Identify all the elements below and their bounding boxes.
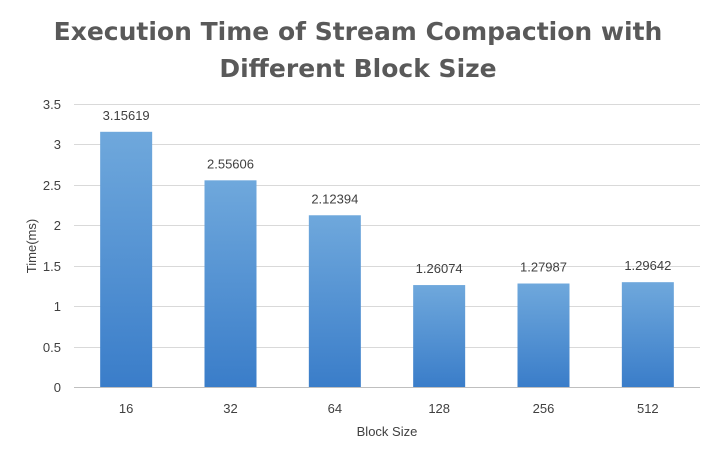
bar-32 xyxy=(204,180,257,387)
x-axis-title: Block Size xyxy=(357,424,418,439)
y-tick-label: 3.5 xyxy=(43,97,61,112)
data-label-512: 1.29642 xyxy=(624,258,671,273)
x-tick-label-64: 64 xyxy=(328,401,342,416)
bar-512 xyxy=(621,282,674,387)
data-label-16: 3.15619 xyxy=(103,108,150,123)
x-tick-label-128: 128 xyxy=(428,401,450,416)
data-labels: 3.15619 2.55606 2.12394 1.26074 1.27987 1.296… xyxy=(103,108,672,276)
y-axis-title: Time(ms) xyxy=(24,219,39,273)
bar-128 xyxy=(413,285,466,387)
data-label-256: 1.27987 xyxy=(520,260,567,275)
bars xyxy=(100,131,674,387)
chart-title-line-2: Different Block Size xyxy=(219,54,496,83)
y-tick-label: 0 xyxy=(54,380,61,395)
y-tick-label: 3 xyxy=(54,137,61,152)
y-tick-label: 1.5 xyxy=(43,259,61,274)
bar-256 xyxy=(517,283,570,387)
x-tick-label-512: 512 xyxy=(637,401,659,416)
data-label-64: 2.12394 xyxy=(311,191,358,206)
bar-16 xyxy=(100,131,153,387)
y-tick-label: 2 xyxy=(54,218,61,233)
bar-64 xyxy=(308,215,361,387)
x-tick-label-32: 32 xyxy=(223,401,237,416)
x-tick-label-256: 256 xyxy=(533,401,555,416)
gridlines xyxy=(74,104,700,388)
y-axis-ticks: 0 0.5 1 1.5 2 2.5 3 3.5 xyxy=(43,97,61,395)
y-tick-label: 1 xyxy=(54,299,61,314)
data-label-128: 1.26074 xyxy=(416,261,463,276)
x-tick-label-16: 16 xyxy=(119,401,133,416)
data-label-32: 2.55606 xyxy=(207,156,254,171)
y-tick-label: 2.5 xyxy=(43,178,61,193)
y-tick-label: 0.5 xyxy=(43,340,61,355)
chart-title-line-1: Execution Time of Stream Compaction with xyxy=(54,17,663,46)
x-axis-ticks: 16 32 64 128 256 512 xyxy=(119,401,659,416)
